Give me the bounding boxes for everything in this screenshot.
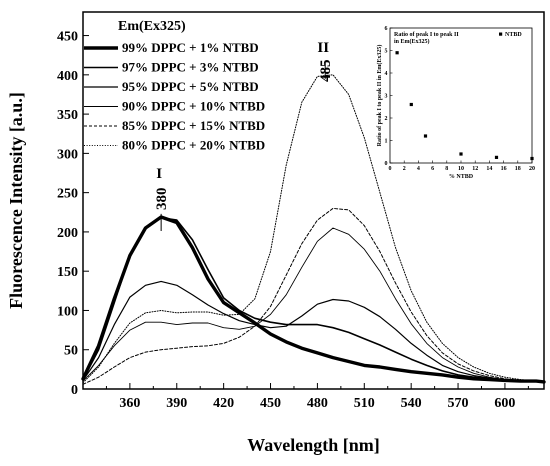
x-tick-label: 390 <box>166 396 187 411</box>
inset-title-line-2: in Em(Ex325) <box>394 38 430 45</box>
x-axis-ticks: 360 390 420 450 480 510 540 570 600 <box>105 383 529 411</box>
inset-data-point <box>530 156 534 161</box>
inset-y-tick-label: 4 <box>385 71 388 77</box>
x-axis-title: Wavelength [nm] <box>247 435 380 455</box>
inset-points <box>395 51 534 161</box>
x-tick-label: 540 <box>401 396 422 411</box>
inset-x-tick-label: 12 <box>472 166 478 172</box>
inset-x-tick-label: 8 <box>445 166 448 172</box>
y-tick-label: 450 <box>57 30 78 45</box>
inset-x-axis-title: % NTBD <box>449 174 474 180</box>
y-tick-label: 250 <box>57 187 78 202</box>
peak-I-wavelength: 380 <box>154 188 170 211</box>
spectrum-line-1 <box>81 215 546 384</box>
inset-data-point <box>423 134 428 138</box>
y-tick-label: 400 <box>57 69 78 84</box>
inset-x-tick-label: 0 <box>389 166 392 172</box>
inset-frame <box>389 27 533 164</box>
y-tick-label: 150 <box>57 265 78 280</box>
peak-annotations: I 380 II 485 <box>154 40 334 231</box>
y-tick-label: 50 <box>64 344 78 359</box>
inset-y-tick-label: 0 <box>385 161 388 167</box>
y-tick-label: 350 <box>57 108 78 123</box>
y-tick-label: 0 <box>71 383 78 398</box>
peak-I-label: I <box>156 166 162 182</box>
x-tick-label: 510 <box>354 396 375 411</box>
x-tick-label: 360 <box>119 396 140 411</box>
spectrum-line-5 <box>82 207 545 385</box>
legend-label-6: 80% DPPC + 20% NTBD <box>122 138 265 153</box>
inset-y-tick-label: 5 <box>385 49 388 55</box>
y-tick-label: 100 <box>57 304 78 319</box>
inset-x-tick-label: 16 <box>501 166 507 172</box>
inset-legend: NTBD <box>499 32 522 38</box>
y-tick-label: 300 <box>57 147 78 162</box>
inset-x-tick-label: 14 <box>486 166 492 172</box>
inset-title-line-1: Ratio of peak I to peak II <box>394 32 459 38</box>
inset-x-tick-label: 20 <box>529 166 535 172</box>
inset-y-tick-label: 6 <box>385 26 388 32</box>
legend-label-1: 99% DPPC + 1% NTBD <box>122 40 259 55</box>
x-tick-label: 600 <box>494 396 515 411</box>
y-axis-title: Fluorescence Intensity [a.u.] <box>6 92 26 309</box>
inset-x-tick-label: 6 <box>431 166 434 172</box>
y-tick-label: 200 <box>57 226 78 241</box>
peak-II-label: II <box>317 40 329 56</box>
inset-x-tick-label: 10 <box>458 166 464 172</box>
inset-x-tick-label: 18 <box>515 166 521 172</box>
x-tick-label: 420 <box>213 396 234 411</box>
legend-label-5: 85% DPPC + 15% NTBD <box>122 118 265 133</box>
legend-title: Em(Ex325) <box>118 19 186 34</box>
inset-y-tick-label: 1 <box>385 139 388 145</box>
inset-legend-marker <box>499 32 503 36</box>
spectrum-line-3 <box>82 280 545 383</box>
inset-y-tick-label: 2 <box>385 116 388 122</box>
spectrum-line-2 <box>82 217 545 383</box>
legend-label-3: 95% DPPC + 5% NTBD <box>122 79 259 94</box>
legend-label-4: 90% DPPC + 10% NTBD <box>122 99 265 114</box>
x-tick-label: 480 <box>307 396 328 411</box>
spectrum-line-4 <box>82 227 545 383</box>
y-axis-ticks: 0 50 100 150 200 250 300 350 400 450 <box>57 30 89 398</box>
legend: 99% DPPC + 1% NTBD 97% DPPC + 3% NTBD 95% … <box>84 40 265 153</box>
inset-data-point <box>459 152 463 156</box>
inset-y-axis-title: Ratio of peak I to peak II in Em(Ex325) <box>376 45 383 147</box>
x-tick-label: 570 <box>448 396 469 411</box>
inset-y-tick-label: 3 <box>385 94 388 100</box>
inset-data-point <box>409 102 413 107</box>
inset-data-point <box>395 51 399 55</box>
spectrum-line-6 <box>82 74 545 384</box>
x-tick-label: 450 <box>260 396 281 411</box>
legend-label-2: 97% DPPC + 3% NTBD <box>122 60 259 75</box>
peak-II-wavelength: 485 <box>318 60 334 83</box>
inset-x-tick-label: 4 <box>417 166 420 172</box>
inset-x-tick-label: 2 <box>403 166 406 172</box>
inset-legend-label: NTBD <box>505 32 522 38</box>
inset-data-point <box>494 155 499 159</box>
plot-frame <box>82 11 545 390</box>
